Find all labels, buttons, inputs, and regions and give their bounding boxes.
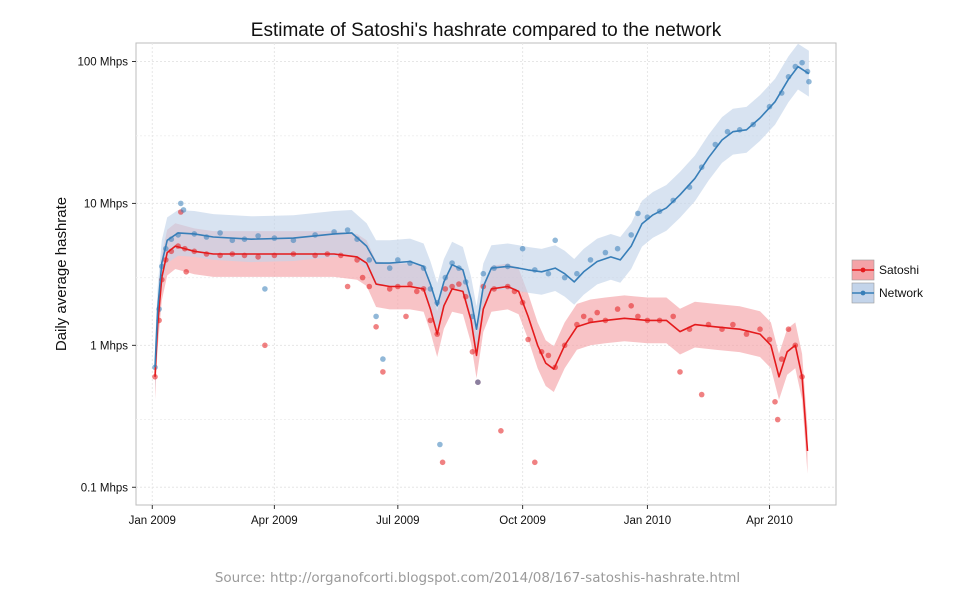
point-network xyxy=(217,230,223,236)
point-network xyxy=(480,270,487,277)
point-network xyxy=(395,257,401,263)
point-network xyxy=(799,59,805,66)
y-tick-label: 10 Mhps xyxy=(84,198,128,210)
point-network xyxy=(724,128,731,135)
x-tick-label: Jan 2010 xyxy=(624,515,671,527)
point-network xyxy=(373,313,379,320)
point-network xyxy=(354,236,360,242)
x-tick-label: Oct 2009 xyxy=(499,515,546,527)
point-satoshi xyxy=(439,459,446,466)
point-satoshi xyxy=(778,356,785,362)
point-satoshi xyxy=(614,306,621,312)
legend: Satoshi Network xyxy=(851,259,924,304)
point-network xyxy=(366,257,373,263)
legend-label-satoshi: Satoshi xyxy=(879,263,919,277)
point-network xyxy=(561,274,568,281)
point-satoshi xyxy=(628,303,634,309)
point-network xyxy=(178,200,184,207)
point-satoshi xyxy=(359,274,366,281)
point-satoshi xyxy=(414,288,420,295)
line-satoshi xyxy=(154,245,809,452)
point-network xyxy=(475,379,481,386)
y-tick-label: 1 Mhps xyxy=(90,340,128,352)
point-satoshi xyxy=(635,313,641,320)
point-satoshi xyxy=(366,283,373,290)
point-satoshi xyxy=(757,326,763,333)
x-tick-label: Jan 2009 xyxy=(129,515,176,527)
point-satoshi xyxy=(386,286,393,292)
point-satoshi xyxy=(766,336,773,343)
point-network xyxy=(386,265,393,271)
point-network xyxy=(806,78,812,85)
point-satoshi xyxy=(255,254,261,260)
point-satoshi xyxy=(407,281,413,287)
point-satoshi xyxy=(449,283,455,290)
band-network xyxy=(155,43,809,391)
point-network xyxy=(262,286,268,292)
point-satoshi xyxy=(774,416,781,423)
line-network xyxy=(154,65,810,368)
point-satoshi xyxy=(456,281,462,287)
point-network xyxy=(628,232,634,238)
point-satoshi xyxy=(262,342,268,349)
point-network xyxy=(602,249,609,256)
point-satoshi xyxy=(498,428,504,434)
point-satoshi xyxy=(525,336,531,343)
x-tick-label: Jul 2009 xyxy=(376,515,419,527)
y-tick-label: 0.1 Mhps xyxy=(81,482,129,494)
point-network xyxy=(344,227,351,233)
point-satoshi xyxy=(698,391,705,398)
point-satoshi xyxy=(772,399,778,405)
point-satoshi xyxy=(183,269,189,275)
source-caption: Source: http://organofcorti.blogspot.com… xyxy=(214,570,741,586)
point-network xyxy=(545,270,552,277)
point-network xyxy=(255,233,261,239)
point-network xyxy=(574,270,580,277)
point-network xyxy=(552,237,558,244)
point-satoshi xyxy=(427,317,434,324)
point-network xyxy=(380,356,386,362)
y-tick-label: 100 Mhps xyxy=(77,56,128,68)
point-satoshi xyxy=(743,331,750,337)
point-satoshi xyxy=(469,349,476,355)
smoothed-lines xyxy=(154,65,810,452)
x-tick-label: Apr 2009 xyxy=(251,515,298,527)
point-satoshi xyxy=(380,369,386,375)
point-network xyxy=(437,441,443,448)
point-satoshi xyxy=(532,459,538,466)
point-satoshi xyxy=(594,309,600,316)
point-satoshi xyxy=(785,326,792,333)
point-satoshi xyxy=(545,352,552,359)
point-satoshi xyxy=(730,321,736,328)
point-satoshi xyxy=(403,313,409,320)
legend-dot-network xyxy=(860,290,866,296)
x-axis-ticks: Jan 2009 Apr 2009 Jul 2009 Oct 2009 Jan 2010… xyxy=(129,505,793,527)
point-network xyxy=(519,245,526,252)
y-axis-ticks: 0.1 Mhps 1 Mhps 10 Mhps 100 Mhps xyxy=(77,56,136,494)
point-satoshi xyxy=(442,286,449,292)
chart-title: Estimate of Satoshi's hashrate compared … xyxy=(250,20,722,41)
point-satoshi xyxy=(670,313,676,320)
point-satoshi xyxy=(580,313,587,320)
x-tick-label: Apr 2010 xyxy=(746,515,793,527)
point-network xyxy=(635,210,641,217)
confidence-bands xyxy=(155,43,809,474)
y-axis-title: Daily average hashrate xyxy=(53,197,70,351)
point-network xyxy=(587,257,594,263)
legend-label-network: Network xyxy=(879,286,924,300)
point-network xyxy=(614,245,621,252)
legend-dot-satoshi xyxy=(860,267,866,273)
point-satoshi xyxy=(373,324,379,330)
point-satoshi xyxy=(677,369,683,375)
point-network xyxy=(180,207,187,213)
point-satoshi xyxy=(344,283,351,290)
